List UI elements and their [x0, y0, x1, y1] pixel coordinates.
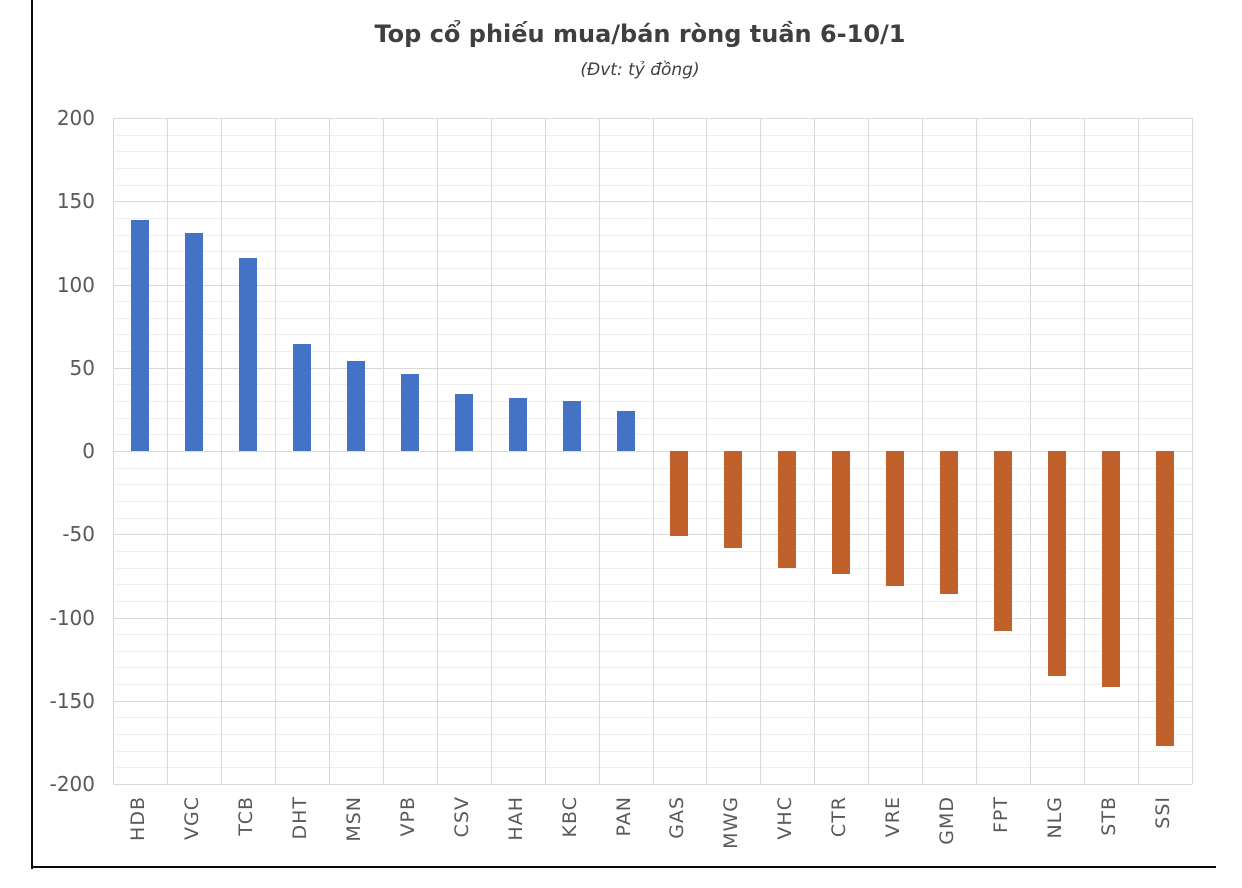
- bar-DHT: [292, 344, 311, 451]
- x-axis-label-FPT: FPT: [990, 796, 1013, 833]
- y-axis-tick-label: -200: [49, 772, 95, 796]
- bar-VHC: [778, 451, 797, 568]
- bar-MWG: [724, 451, 743, 548]
- vertical-gridline: [382, 118, 384, 784]
- vertical-gridline: [220, 118, 222, 784]
- vertical-gridline: [436, 118, 438, 784]
- bar-GMD: [940, 451, 959, 595]
- y-axis-tick-label: 200: [56, 106, 95, 130]
- vertical-gridline: [1084, 118, 1086, 784]
- bar-GAS: [670, 451, 689, 536]
- vertical-gridline: [760, 118, 762, 784]
- bar-VRE: [886, 451, 905, 586]
- x-axis-label-KBC: KBC: [558, 796, 581, 838]
- bar-CSV: [454, 394, 473, 451]
- vertical-gridline: [1192, 118, 1193, 784]
- vertical-gridline: [652, 118, 654, 784]
- x-axis-label-HDB: HDB: [126, 796, 149, 841]
- bar-STB: [1102, 451, 1121, 688]
- x-axis-label-STB: STB: [1098, 796, 1121, 836]
- screenshot-bottom-border: [31, 866, 1216, 868]
- x-axis-label-PAN: PAN: [612, 796, 635, 837]
- x-axis-label-CSV: CSV: [450, 796, 473, 838]
- bar-SSI: [1156, 451, 1175, 746]
- vertical-gridline: [598, 118, 600, 784]
- y-axis-tick-label: -100: [49, 605, 95, 630]
- bar-KBC: [562, 401, 581, 451]
- x-axis-label-DHT: DHT: [288, 796, 311, 840]
- y-axis-tick-label: 150: [56, 189, 95, 214]
- x-axis-label-GAS: GAS: [666, 796, 689, 839]
- vertical-gridline: [328, 118, 330, 784]
- bar-CTR: [832, 451, 851, 575]
- y-axis-tick-label: 100: [56, 272, 95, 297]
- vertical-gridline: [490, 118, 492, 784]
- vertical-gridline: [544, 118, 546, 784]
- bar-HAH: [508, 397, 527, 451]
- bar-HDB: [130, 219, 149, 451]
- bar-VPB: [400, 374, 419, 451]
- x-axis-label-CTR: CTR: [828, 796, 851, 838]
- bar-NLG: [1048, 451, 1067, 676]
- bar-PAN: [616, 411, 635, 451]
- vertical-gridline: [976, 118, 978, 784]
- chart-subtitle: (Đvt: tỷ đồng): [580, 60, 700, 80]
- x-axis-label-VHC: VHC: [774, 796, 797, 840]
- x-axis-label-VPB: VPB: [396, 796, 419, 837]
- y-axis-tick-label: 0: [82, 439, 95, 463]
- y-axis-tick-label: 50: [69, 355, 95, 380]
- bar-TCB: [238, 257, 257, 451]
- x-axis-label-TCB: TCB: [234, 796, 257, 836]
- x-axis-label-HAH: HAH: [504, 796, 527, 841]
- bar-FPT: [994, 451, 1013, 631]
- x-axis-label-SSI: SSI: [1152, 796, 1175, 829]
- bar-VGC: [184, 232, 203, 451]
- chart-title: Top cổ phiếu mua/bán ròng tuần 6-10/1: [374, 20, 906, 48]
- vertical-gridline: [814, 118, 816, 784]
- x-axis-label-VGC: VGC: [180, 796, 203, 840]
- x-axis-label-VRE: VRE: [882, 796, 905, 838]
- major-gridline: [113, 784, 1192, 785]
- vertical-gridline: [166, 118, 168, 784]
- screenshot-left-border: [31, 0, 33, 869]
- vertical-gridline: [922, 118, 924, 784]
- x-axis-label-MSN: MSN: [342, 796, 365, 842]
- vertical-gridline: [1030, 118, 1032, 784]
- x-axis-label-MWG: MWG: [720, 796, 743, 849]
- x-axis-label-NLG: NLG: [1044, 796, 1067, 839]
- vertical-gridline: [706, 118, 708, 784]
- vertical-gridline: [1138, 118, 1140, 784]
- vertical-gridline: [868, 118, 870, 784]
- bar-MSN: [346, 361, 365, 451]
- y-axis-tick-label: -150: [49, 688, 95, 713]
- y-axis-tick-label: -50: [62, 522, 95, 547]
- x-axis-label-GMD: GMD: [936, 796, 959, 845]
- vertical-gridline: [274, 118, 276, 784]
- vertical-gridline: [113, 118, 114, 784]
